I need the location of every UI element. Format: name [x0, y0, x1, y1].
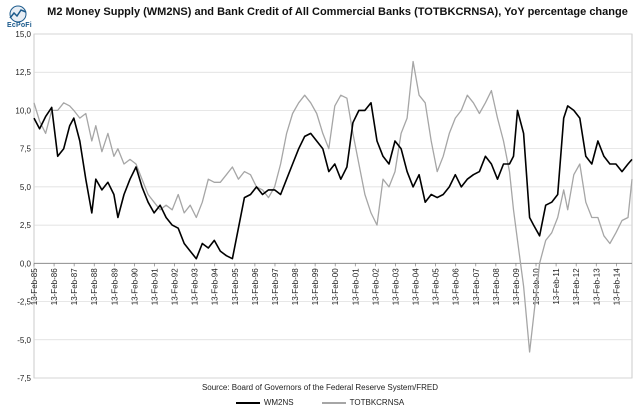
axes: -7,5 -5,0 -2,5 0,0 2,5 5,0 7,5 10,0 12,5 15,0 13-F… — [15, 30, 632, 383]
x-tick-label: 13-Feb-00 — [331, 268, 340, 305]
x-tick-label: 13-Feb-13 — [592, 268, 601, 305]
y-tick-label: -7,5 — [17, 374, 31, 383]
chart-title: M2 Money Supply (WM2NS) and Bank Credit … — [47, 6, 628, 18]
y-tick-label: 7,5 — [20, 145, 32, 154]
logo-text: EcPoFi — [7, 22, 32, 29]
x-tick-label: 13-Feb-09 — [512, 268, 521, 305]
x-tick-label: 13-Feb-02 — [371, 268, 380, 305]
legend-swatch-totbkcrnsa — [321, 401, 346, 404]
x-tick-label: 13-Feb-05 — [432, 268, 441, 305]
x-tick-label: 13-Feb-95 — [231, 268, 240, 305]
x-tick-label: 13-Feb-92 — [171, 268, 180, 305]
x-tick-label: 13-Feb-90 — [130, 268, 139, 305]
x-tick-label: 13-Feb-04 — [412, 268, 421, 305]
x-tick-label: 13-Feb-94 — [211, 268, 220, 305]
x-tick-label: 13-Feb-07 — [472, 268, 481, 305]
x-tick-label: 13-Feb-99 — [311, 268, 320, 305]
y-tick-label: 2,5 — [20, 221, 32, 230]
grid-lines — [33, 33, 633, 379]
series-line-totbkcrnsa — [33, 60, 633, 353]
y-tick-label: -5,0 — [17, 336, 31, 345]
source-note: Source: Board of Governors of the Federa… — [201, 383, 439, 392]
x-tick-label: 13-Feb-11 — [552, 268, 561, 305]
x-tick-label: 13-Feb-01 — [351, 268, 360, 305]
x-tick-label: 13-Feb-06 — [452, 268, 461, 305]
legend: WM2NS TOTBKCRNSA — [0, 398, 640, 407]
x-tick-label: 13-Feb-03 — [391, 268, 400, 305]
y-tick-label: 15,0 — [15, 30, 31, 39]
y-tick-label: -2,5 — [17, 298, 31, 307]
legend-label-wm2ns: WM2NS — [263, 398, 294, 407]
x-tick-label: 13-Feb-98 — [291, 268, 300, 305]
x-tick-label: 13-Feb-96 — [251, 268, 260, 305]
legend-item-totbkcrnsa: TOTBKCRNSA — [321, 398, 405, 407]
x-tick-label: 13-Feb-89 — [110, 268, 119, 305]
x-tick-label: 13-Feb-12 — [572, 268, 581, 305]
x-tick-label: 13-Feb-88 — [90, 268, 99, 305]
x-tick-label: 13-Feb-91 — [150, 268, 159, 305]
plot-frame — [33, 33, 633, 379]
x-tick-label: 13-Feb-93 — [191, 268, 200, 305]
x-tick-label: 13-Feb-97 — [271, 268, 280, 305]
logo — [4, 4, 34, 32]
y-tick-label: 5,0 — [20, 183, 32, 192]
series-lines — [33, 60, 633, 353]
x-tick-label: 13-Feb-87 — [70, 268, 79, 305]
y-tick-label: 12,5 — [15, 68, 31, 77]
x-tick-label: 13-Feb-14 — [612, 268, 621, 305]
x-tick-label: 13-Feb-86 — [50, 268, 59, 305]
legend-item-wm2ns: WM2NS — [235, 398, 294, 407]
x-tick-label: 13-Feb-08 — [492, 268, 501, 305]
legend-swatch-wm2ns — [235, 401, 260, 404]
y-tick-label: 10,0 — [15, 106, 31, 115]
x-tick-label: 13-Feb-85 — [30, 268, 39, 305]
y-tick-label: 0,0 — [20, 259, 32, 268]
logo-mark-icon — [9, 5, 27, 23]
series-line-wm2ns — [33, 102, 633, 260]
legend-label-totbkcrnsa: TOTBKCRNSA — [349, 398, 405, 407]
